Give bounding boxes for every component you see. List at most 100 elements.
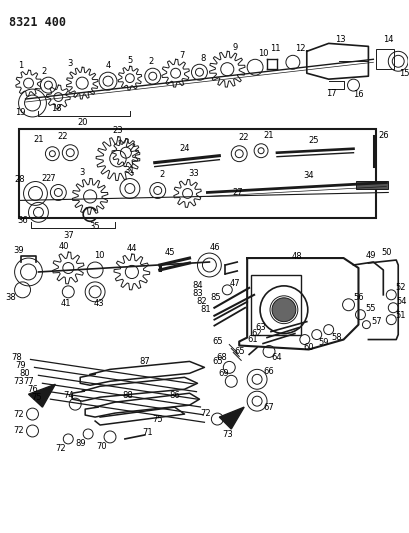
Text: 52: 52 [394,284,405,293]
Text: 44: 44 [126,244,137,253]
Text: 22: 22 [57,132,67,141]
Text: 3: 3 [67,59,73,68]
Text: 70: 70 [97,442,107,451]
Text: 83: 83 [192,289,202,298]
Text: 65: 65 [211,357,222,366]
Text: 2: 2 [42,67,47,76]
Text: 7: 7 [178,51,184,60]
Text: 5: 5 [127,56,132,65]
Text: 16: 16 [352,90,363,99]
Text: 37: 37 [63,231,74,240]
Text: 19: 19 [15,108,26,117]
Text: 75: 75 [31,393,42,402]
Text: 78: 78 [11,353,22,362]
Text: 80: 80 [19,369,30,378]
Text: 55: 55 [364,304,375,313]
Text: 11: 11 [269,44,280,53]
Text: 35: 35 [89,222,99,231]
Text: 47: 47 [229,279,240,288]
Text: 51: 51 [394,311,405,320]
Text: 72: 72 [13,426,24,435]
Bar [375,50,393,69]
Text: 75: 75 [152,415,163,424]
Text: 10: 10 [94,251,104,260]
Text: 27: 27 [45,174,56,183]
Text: 60: 60 [303,343,313,352]
Text: 89: 89 [75,439,85,448]
Text: 88: 88 [122,391,133,400]
Polygon shape [29,384,55,407]
Text: 46: 46 [209,243,220,252]
Text: 17: 17 [326,88,336,98]
Text: 14: 14 [382,35,393,44]
Text: 72: 72 [55,445,65,454]
Circle shape [271,298,295,321]
Text: 8: 8 [200,54,206,63]
Text: 48: 48 [291,252,301,261]
Text: 87: 87 [139,357,150,366]
Text: 61: 61 [247,335,258,344]
Polygon shape [219,407,244,429]
Text: 67: 67 [263,402,274,411]
Text: 21: 21 [33,135,44,144]
Text: 22: 22 [237,133,248,142]
Text: 65: 65 [233,347,244,356]
Text: 43: 43 [94,299,104,308]
Text: 21: 21 [263,131,274,140]
Text: 66: 66 [263,367,274,376]
Text: 23: 23 [112,126,123,135]
Text: 26: 26 [377,131,388,140]
Text: 33: 33 [188,169,198,178]
Text: 69: 69 [218,369,228,378]
Text: 76: 76 [27,385,38,394]
Text: 86: 86 [169,391,180,400]
Bar [355,181,387,189]
Text: 8321 400: 8321 400 [9,15,65,29]
Text: 28: 28 [14,175,25,184]
Text: 74: 74 [63,391,73,400]
Text: 34: 34 [303,171,313,180]
Text: 27: 27 [231,188,242,197]
Bar [251,275,300,335]
Text: 63: 63 [255,323,266,332]
Text: 77: 77 [23,377,34,386]
Text: 31: 31 [124,166,135,175]
Text: 4: 4 [105,61,110,70]
Text: 15: 15 [398,69,409,78]
Bar [18,129,375,219]
Text: 40: 40 [59,241,70,251]
Text: 54: 54 [395,297,405,306]
Text: 79: 79 [15,361,26,370]
Text: 1: 1 [18,61,23,70]
Text: 68: 68 [216,353,226,362]
Text: 72: 72 [13,409,24,418]
Text: 84: 84 [192,281,202,290]
Text: 81: 81 [200,305,210,314]
Text: 9: 9 [232,43,237,52]
Text: 10: 10 [257,49,267,58]
Text: 41: 41 [61,299,71,308]
Text: 38: 38 [5,293,16,302]
Text: 2: 2 [148,57,153,66]
Text: 39: 39 [13,246,24,255]
Text: 2: 2 [42,174,47,183]
Text: 58: 58 [330,333,341,342]
Text: 50: 50 [380,248,391,256]
Text: 12: 12 [295,44,306,53]
Text: 57: 57 [370,317,381,326]
Text: 73: 73 [221,431,232,439]
Text: 64: 64 [271,353,282,362]
Text: 20: 20 [77,118,87,127]
Text: 18: 18 [51,104,61,114]
Text: 49: 49 [364,251,375,260]
Text: 2: 2 [159,170,164,179]
Text: 71: 71 [142,429,153,438]
Text: 3: 3 [79,168,85,177]
Text: 82: 82 [196,297,206,306]
Text: 24: 24 [179,144,189,153]
Text: 25: 25 [308,136,318,146]
Text: 13: 13 [335,35,345,44]
Text: 72: 72 [200,409,210,417]
Text: 85: 85 [209,293,220,302]
Text: 59: 59 [318,338,328,347]
